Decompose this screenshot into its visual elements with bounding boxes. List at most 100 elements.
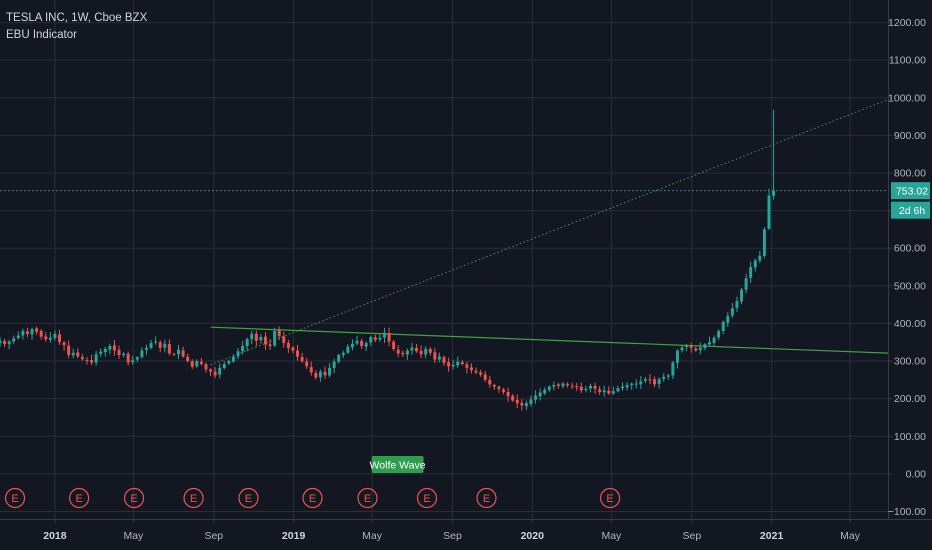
candle-body	[199, 361, 203, 365]
earnings-marker[interactable]: E	[183, 487, 204, 509]
candle-body	[552, 385, 556, 387]
price-tick-label: 300.00	[894, 356, 926, 368]
time-axis[interactable]: 2018 May Sep 2019 May Sep 2020 May Sep 2021 May	[0, 519, 932, 550]
candle-body	[268, 344, 272, 346]
earnings-marker[interactable]: E	[123, 487, 145, 509]
price-tick-label: 100.00	[894, 431, 926, 443]
earnings-circle	[123, 487, 145, 509]
candle-body	[35, 328, 39, 332]
candle-body	[456, 361, 460, 366]
candle-body	[90, 360, 94, 363]
candle-body	[39, 331, 43, 337]
candle-body	[396, 349, 400, 354]
earnings-circle	[183, 487, 204, 509]
candle-body	[543, 389, 547, 394]
price-axis[interactable]: 1200.001100.001000.00900.00800.00700.006…	[888, 0, 930, 550]
candle-body	[25, 331, 29, 334]
candle-body	[71, 352, 75, 356]
candle-body	[465, 364, 469, 368]
earnings-marker[interactable]: E	[476, 487, 497, 509]
candlestick-series	[0, 109, 776, 411]
candle-body	[126, 353, 130, 363]
candle-body	[76, 352, 80, 357]
earnings-marker[interactable]: E	[4, 487, 26, 509]
candle-body	[12, 338, 16, 342]
earnings-circle	[4, 487, 26, 509]
candle-body	[433, 352, 437, 360]
candle-body	[195, 361, 199, 367]
wolfe-wave-label[interactable]: Wolfe Wave	[370, 456, 426, 473]
candle-body	[653, 379, 657, 385]
trendline-solid[interactable]	[210, 326, 889, 354]
earnings-marker[interactable]: E	[357, 487, 378, 509]
candle-body	[740, 289, 744, 302]
candle-body	[469, 367, 473, 371]
candle-body	[758, 255, 762, 261]
candle-body	[131, 360, 135, 363]
current-price-value: 753.02	[896, 186, 928, 198]
earnings-marker[interactable]: E	[69, 487, 90, 509]
candle-body	[749, 267, 753, 278]
candle-body	[520, 402, 524, 406]
price-tick-label: 600.00	[894, 243, 926, 255]
candle-body	[314, 373, 318, 378]
candle-body	[364, 342, 368, 347]
earnings-letter: E	[423, 493, 430, 505]
candle-body	[566, 383, 570, 386]
candle-body	[273, 330, 277, 346]
candle-body	[259, 336, 263, 341]
candle-body	[21, 330, 25, 336]
candle-body	[405, 350, 409, 355]
earnings-marker[interactable]: E	[238, 487, 259, 509]
countdown-box	[891, 201, 930, 219]
candle-body	[177, 349, 181, 355]
earnings-marker[interactable]: E	[416, 487, 438, 509]
candle-body	[144, 347, 148, 350]
candle-body	[135, 357, 139, 360]
price-tick-label: 200.00	[894, 393, 926, 405]
candle-body	[309, 367, 313, 373]
candle-body	[163, 343, 167, 348]
candle-body	[108, 346, 112, 350]
time-tick-label: Sep	[443, 530, 462, 542]
time-tick-label: May	[123, 530, 144, 542]
trendline-dotted[interactable]	[210, 99, 889, 366]
chart-grid	[0, 0, 888, 519]
earnings-marker[interactable]: E	[599, 487, 621, 509]
candle-body	[167, 344, 171, 354]
chart-legend: TESLA INC, 1W, Cboe BZX EBU Indicator	[6, 10, 147, 44]
candle-body	[401, 352, 405, 355]
candle-body	[58, 334, 61, 343]
candle-body	[328, 367, 332, 376]
candle-body	[218, 367, 222, 375]
annotations-front[interactable]: E E E E E E E E E E Wolfe Wave	[4, 456, 621, 509]
candle-body	[323, 371, 327, 376]
candle-body	[639, 381, 643, 385]
candle-body	[483, 374, 487, 380]
indicator-title[interactable]: EBU Indicator	[6, 29, 77, 41]
current-price-label[interactable]: 753.02 2d 6h	[891, 182, 930, 219]
candle-body	[355, 340, 359, 344]
candle-body	[511, 395, 515, 401]
candle-body	[245, 339, 249, 347]
candle-body	[634, 383, 638, 385]
symbol-title[interactable]: TESLA INC, 1W, Cboe BZX	[6, 12, 148, 24]
candle-body	[186, 356, 190, 362]
time-tick-label: May	[840, 530, 861, 542]
candle-body	[602, 390, 606, 393]
candle-body	[7, 341, 11, 345]
earnings-circle	[302, 487, 323, 509]
price-tick-label: 400.00	[894, 318, 926, 330]
earnings-marker[interactable]: E	[302, 487, 323, 509]
candle-body	[0, 340, 2, 344]
candle-body	[263, 336, 267, 345]
candle-body	[332, 361, 336, 369]
candle-body	[744, 278, 748, 290]
candle-body	[726, 315, 730, 323]
candle-body	[172, 354, 176, 356]
candle-body	[772, 190, 776, 196]
price-tick-label: 800.00	[894, 168, 926, 180]
candle-body	[94, 354, 98, 363]
